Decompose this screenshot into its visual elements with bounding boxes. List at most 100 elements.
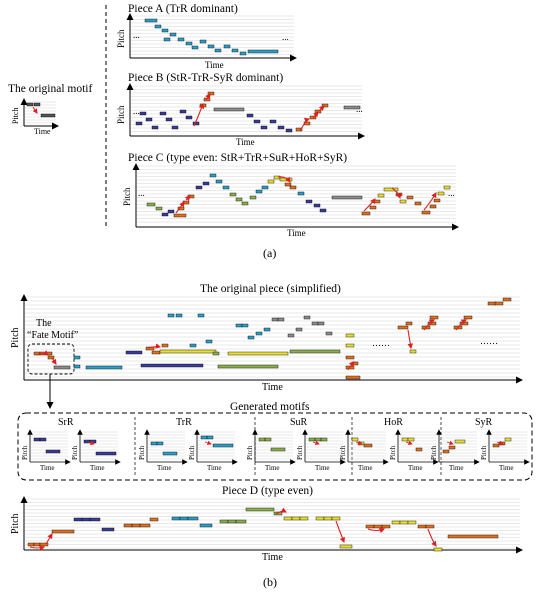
piece-a-title: Piece A (TrR dominant) [128, 3, 238, 15]
note [161, 28, 169, 33]
note [406, 195, 414, 200]
note [245, 507, 275, 512]
transform-arrow [87, 440, 95, 445]
note [150, 441, 158, 446]
note [171, 125, 179, 130]
note [502, 297, 512, 302]
piece-c-title: Piece C (type even: StR+TrR+SuR+HoR+SyR) [128, 152, 347, 164]
note [267, 179, 275, 184]
note [255, 331, 263, 336]
note [139, 111, 147, 116]
note [277, 125, 285, 130]
transform-arrow [423, 319, 435, 331]
note [185, 115, 193, 120]
piece-b: Piece B (StR-TrR-SyR dominant) Pitch Tim… [116, 72, 365, 147]
note [191, 45, 199, 50]
pitch-label: Pitch [116, 105, 126, 124]
note [189, 343, 197, 348]
note [165, 117, 173, 122]
pitch-label: Pitch [71, 445, 79, 460]
note [155, 206, 163, 211]
note [308, 437, 316, 442]
time-label: Time [408, 464, 423, 472]
note [249, 195, 257, 200]
note [45, 449, 61, 454]
note [287, 333, 295, 338]
note [205, 339, 213, 344]
note [81, 517, 91, 522]
transform-arrow [175, 201, 185, 214]
note [255, 189, 263, 194]
piece-a: Piece A (TrR dominant) Pitch Time ... ..… [116, 3, 297, 70]
note [317, 321, 325, 326]
note [365, 524, 375, 529]
transform-arrow [277, 176, 291, 183]
note [377, 193, 385, 198]
note [213, 107, 245, 112]
note [195, 185, 203, 190]
time-label: Time [262, 552, 283, 563]
note [401, 437, 409, 442]
note [149, 517, 159, 522]
transform-arrow [318, 105, 325, 112]
part-b: The original piece (simplified) Pitch Ti… [10, 283, 533, 589]
note [397, 325, 409, 330]
note [447, 534, 499, 539]
note [285, 128, 293, 133]
transform-arrow [45, 533, 53, 545]
note [159, 349, 217, 354]
transform-arrow [204, 440, 212, 445]
time-label: Time [40, 464, 55, 472]
time-label: Time [34, 127, 51, 136]
note [417, 524, 427, 529]
note [258, 437, 266, 442]
note [53, 365, 71, 370]
note [314, 437, 322, 442]
note [151, 125, 159, 130]
note [215, 179, 223, 184]
part-a: The original motif Pitch Time Piece A (T… [8, 3, 459, 260]
motif-type-label: HoR [384, 417, 403, 428]
note [399, 199, 407, 204]
note [284, 182, 292, 187]
note [229, 192, 237, 197]
note [409, 349, 417, 354]
ellipsis-left: ... [133, 106, 140, 116]
note [343, 105, 361, 110]
note [101, 527, 115, 532]
note [173, 213, 187, 218]
note [260, 125, 268, 130]
ellipsis-right: ... [282, 32, 289, 42]
transform-arrow [391, 187, 402, 200]
transform-arrow [405, 440, 413, 445]
note [331, 516, 341, 521]
note [269, 119, 277, 124]
note [369, 205, 377, 210]
piece-b-title: Piece B (StR-TrR-SyR dominant) [128, 72, 283, 84]
transform-arrow [35, 350, 49, 356]
note [231, 48, 239, 53]
note [140, 363, 204, 368]
generated-motif-trr: TrR Pitch Time Pitch Time [138, 417, 238, 472]
note [39, 437, 47, 442]
note [494, 301, 504, 306]
note [399, 520, 409, 525]
note [429, 204, 437, 209]
note [291, 516, 301, 521]
note [212, 443, 234, 448]
note [187, 516, 199, 521]
original-motif-plot: Pitch Time [11, 98, 59, 136]
note [156, 441, 164, 446]
time-label: Time [236, 137, 255, 147]
note [313, 203, 321, 208]
note [263, 327, 271, 332]
note [273, 175, 281, 180]
pitch-label: Pitch [389, 445, 397, 460]
note [448, 445, 456, 450]
note [235, 197, 243, 202]
ellipsis-left: ... [138, 188, 145, 198]
pitch-label: Pitch [116, 29, 126, 48]
note [241, 323, 249, 328]
pitch-label: Pitch [138, 445, 146, 460]
note [425, 524, 435, 529]
